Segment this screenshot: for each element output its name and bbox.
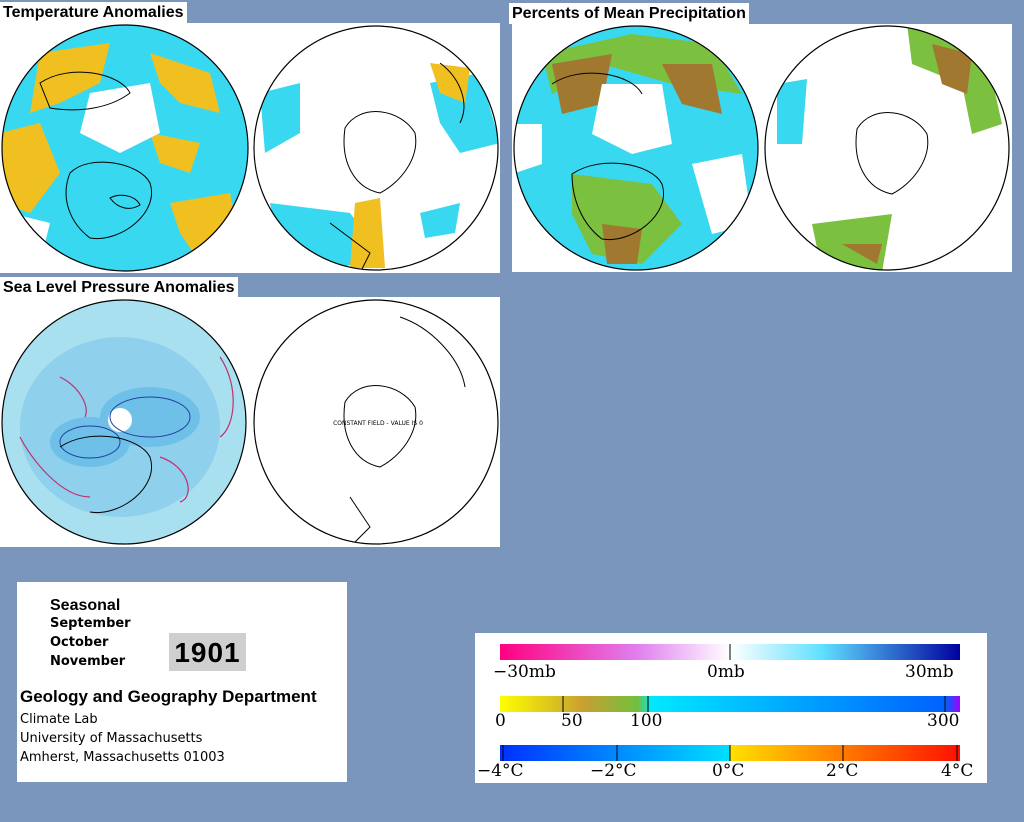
pressure-globe-south (253, 299, 499, 545)
address-line: Amherst, Massachusetts 01003 (20, 750, 225, 765)
month-label: September (50, 616, 131, 631)
precipitation-map-panel (512, 24, 1012, 272)
temperature-globe-north (2, 25, 248, 271)
season-heading: Seasonal (50, 597, 121, 614)
info-box: Seasonal September October November 1901… (17, 582, 347, 782)
precipitation-globe-south (765, 26, 1009, 270)
temp-label: −4°C (477, 761, 524, 781)
temp-label: 2°C (826, 761, 859, 781)
address-line: Climate Lab (20, 712, 98, 727)
year-display: 1901 (169, 633, 246, 671)
precip-label: 50 (561, 711, 583, 731)
month-label: November (50, 654, 126, 669)
precip-label: 0 (495, 711, 506, 731)
precip-label: 100 (630, 711, 663, 731)
precip-label: 300 (927, 711, 960, 731)
pressure-label: 0mb (707, 662, 745, 682)
constant-field-label: CONSTANT FIELD - VALUE IS 0 (333, 420, 423, 427)
department-name: Geology and Geography Department (20, 687, 317, 706)
temp-label: 0°C (712, 761, 745, 781)
color-legend: −30mb 0mb 30mb 0 50 100 300 −4°C −2°C 0°… (475, 633, 987, 783)
precipitation-title: Percents of Mean Precipitation (509, 3, 749, 24)
pressure-label: −30mb (493, 662, 556, 682)
pressure-label: 30mb (905, 662, 954, 682)
temperature-globe-south (254, 26, 498, 270)
address-line: University of Massachusetts (20, 731, 203, 746)
pressure-map-panel: CONSTANT FIELD - VALUE IS 0 (0, 297, 500, 547)
precip-legend-bar (500, 696, 960, 712)
month-label: October (50, 635, 109, 650)
pressure-globe-north (2, 300, 246, 544)
temperature-map-panel (0, 23, 500, 273)
temp-label: 4°C (941, 761, 974, 781)
pressure-title: Sea Level Pressure Anomalies (0, 277, 238, 298)
precipitation-globe-north (514, 26, 758, 270)
temp-label: −2°C (590, 761, 637, 781)
temperature-title: Temperature Anomalies (0, 2, 187, 23)
